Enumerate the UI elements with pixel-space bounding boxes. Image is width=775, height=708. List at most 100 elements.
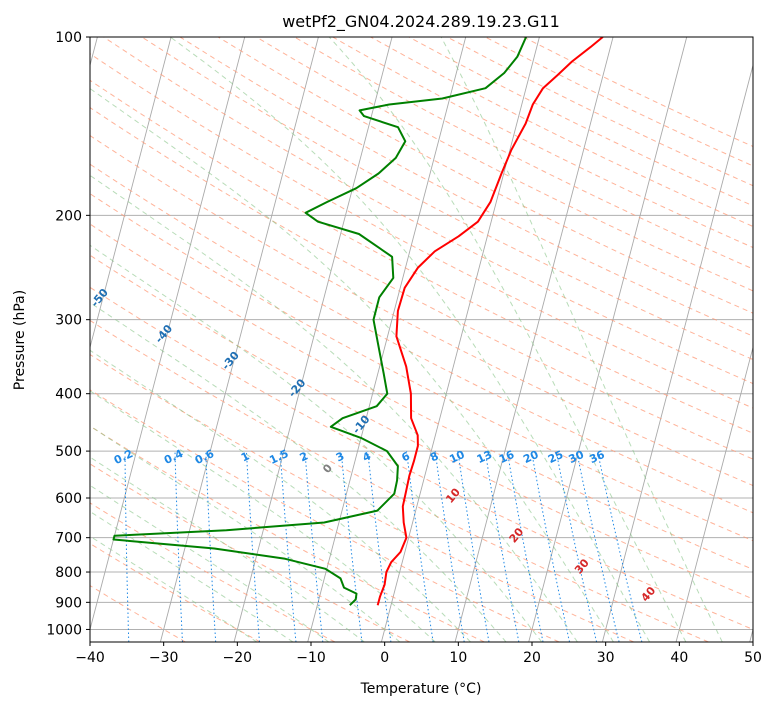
y-tick-label: 500 bbox=[55, 444, 82, 460]
dry-adiabat-line bbox=[370, 37, 753, 228]
y-axis-ticks: 100 200 300 400 500 600 700 800 900 1000 bbox=[46, 30, 90, 638]
mixing-ratio-label: 20 bbox=[521, 448, 541, 466]
isotherm-line bbox=[675, 345, 753, 642]
moist-adiabat-line bbox=[90, 174, 578, 642]
dry-adiabat-line bbox=[90, 223, 753, 570]
mixing-ratio-line bbox=[205, 451, 217, 642]
temperature-profile-line bbox=[376, 37, 604, 606]
moist-adiabat-line bbox=[440, 37, 723, 642]
isotherm-line bbox=[90, 37, 246, 632]
y-tick-label: 1000 bbox=[46, 622, 82, 638]
dry-adiabat-label: -60 bbox=[25, 248, 48, 272]
mixing-ratio-line bbox=[555, 451, 598, 642]
chart-title: wetPf2_GN04.2024.289.19.23.G11 bbox=[282, 12, 560, 32]
mixing-ratio-label: 1.5 bbox=[267, 447, 290, 467]
mixing-ratio-label: 3 bbox=[334, 450, 346, 465]
dry-adiabat-line bbox=[90, 163, 753, 514]
isotherm-line bbox=[528, 37, 688, 642]
moist-adiabat-line bbox=[328, 37, 687, 642]
mixing-ratio-line bbox=[434, 451, 465, 642]
mixing-ratio-label: 25 bbox=[546, 448, 565, 466]
y-tick-label: 700 bbox=[55, 531, 82, 547]
moist-adiabat-line bbox=[170, 37, 651, 642]
dry-adiabat-line bbox=[90, 193, 753, 542]
dry-adiabat-line bbox=[90, 585, 186, 642]
moist-adiabat-line bbox=[90, 87, 614, 642]
dry-adiabat-line bbox=[103, 37, 753, 385]
dry-adiabat-line bbox=[90, 353, 634, 642]
dry-adiabat-label: -10 bbox=[350, 413, 373, 437]
dry-adiabat-line bbox=[90, 79, 753, 434]
isotherm-line bbox=[159, 37, 319, 642]
moist-adiabat-line bbox=[90, 456, 365, 642]
y-tick-label: 800 bbox=[55, 565, 82, 581]
x-tick-label: 50 bbox=[744, 650, 762, 666]
dry-adiabat-line bbox=[179, 37, 753, 337]
plot-frame bbox=[89, 36, 754, 643]
dry-adiabat-line bbox=[446, 37, 753, 187]
mixing-ratio-label: 6 bbox=[400, 449, 413, 464]
moist-adiabat-line bbox=[90, 425, 401, 642]
mixing-ratio-label: 16 bbox=[497, 448, 517, 466]
mixing-ratio-line bbox=[576, 451, 620, 642]
moist-adiabat-line bbox=[90, 535, 258, 642]
dry-adiabat-line bbox=[294, 37, 753, 270]
moist-adiabat-label: 10 bbox=[443, 485, 463, 505]
y-tick-label: 200 bbox=[55, 208, 82, 224]
mixing-ratio-line bbox=[340, 451, 363, 642]
y-axis-label: Pressure (hPa) bbox=[12, 290, 28, 390]
y-tick-label: 900 bbox=[55, 595, 82, 611]
dry-adiabat-line bbox=[484, 37, 753, 167]
isotherm-line bbox=[454, 37, 614, 642]
mixing-ratio-label: 1 bbox=[239, 450, 251, 465]
mixing-ratio-label: 2 bbox=[298, 450, 310, 465]
moist-adiabat-line bbox=[90, 349, 471, 642]
mixing-ratio-line bbox=[484, 451, 520, 642]
x-tick-label: 40 bbox=[670, 650, 688, 666]
skewed-isotherms bbox=[90, 37, 753, 642]
moist-adiabats bbox=[90, 37, 723, 642]
mixing-ratio-line bbox=[279, 451, 297, 642]
mixing-ratio-label: 8 bbox=[428, 450, 440, 465]
mixing-ratio-line bbox=[597, 450, 643, 642]
y-tick-label: 400 bbox=[55, 387, 82, 403]
moist-adiabat-line bbox=[90, 510, 294, 642]
dry-adiabat-label: -50 bbox=[88, 286, 111, 310]
mixing-ratio-lines bbox=[124, 450, 643, 642]
x-tick-label: −30 bbox=[149, 650, 179, 666]
dry-adiabats bbox=[90, 37, 753, 642]
x-tick-label: 20 bbox=[523, 650, 541, 666]
mixing-ratio-label: 13 bbox=[475, 448, 494, 466]
dry-adiabat-line bbox=[90, 389, 560, 642]
y-tick-label: 600 bbox=[55, 491, 82, 507]
mixing-ratio-line bbox=[245, 451, 260, 642]
x-axis-label: Temperature (°C) bbox=[360, 681, 482, 697]
x-tick-label: −40 bbox=[75, 650, 105, 666]
isotherm-line bbox=[749, 627, 753, 642]
isotherm-line bbox=[380, 37, 540, 642]
moist-adiabat-line bbox=[90, 244, 543, 642]
isotherm-line bbox=[233, 37, 393, 642]
dry-adiabat-label: -20 bbox=[286, 376, 309, 400]
dry-adiabat-line bbox=[90, 319, 709, 642]
mixing-ratio-label: 30 bbox=[567, 448, 587, 466]
moist-adiabat-label: 30 bbox=[572, 556, 592, 576]
mixing-ratio-line bbox=[531, 451, 570, 642]
mixing-ratio-line bbox=[367, 451, 392, 642]
mixing-ratio-label: 0.4 bbox=[162, 447, 185, 467]
profile-series bbox=[112, 37, 604, 606]
moist-adiabat-line bbox=[90, 484, 330, 642]
y-tick-label: 100 bbox=[55, 30, 82, 46]
dry-adiabat-line bbox=[90, 425, 485, 642]
moist-adiabat-line bbox=[90, 390, 436, 642]
mixing-ratio-line bbox=[304, 451, 324, 642]
pressure-gridlines bbox=[90, 37, 753, 630]
x-axis-ticks: −40 −30 −20 −10 0 10 20 30 40 50 bbox=[75, 642, 762, 666]
moist-adiabat-label: 0 bbox=[320, 461, 335, 475]
plot-area: -100-90-80-70-60-50-40-30-20-100.10.20.4… bbox=[25, 37, 753, 642]
dry-adiabat-line bbox=[217, 37, 753, 314]
dewpoint-profile-line bbox=[112, 37, 528, 606]
dry-adiabat-label: -40 bbox=[153, 322, 176, 346]
isotherm-line bbox=[601, 63, 753, 642]
